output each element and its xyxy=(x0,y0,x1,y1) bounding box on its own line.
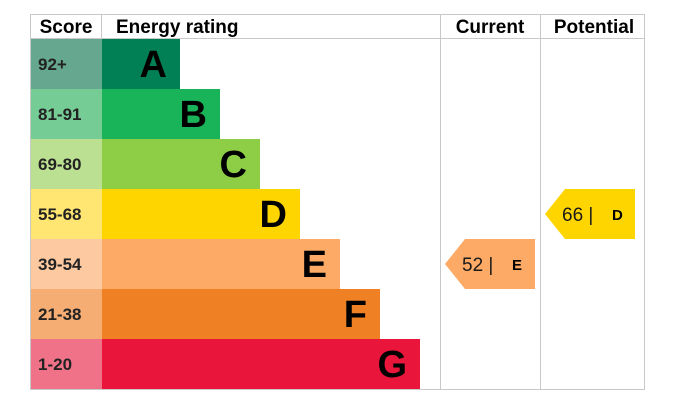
grid-lines xyxy=(30,14,645,390)
score-label-e: 39-54 xyxy=(38,255,82,274)
score-cell-g xyxy=(30,339,102,389)
header-current: Current xyxy=(456,17,525,38)
rating-bands: 92+ A 81-91 B 69-80 C 55-68 D 39-54 E 21-38 F 1-20 G xyxy=(30,39,420,389)
score-label-d: 55-68 xyxy=(38,205,81,224)
rating-letter-b: B xyxy=(180,94,207,136)
header-potential: Potential xyxy=(554,17,634,38)
rating-bar-a xyxy=(102,39,180,89)
score-cell-a xyxy=(30,39,102,89)
header-energy-rating: Energy rating xyxy=(116,17,238,38)
rating-bar-b xyxy=(102,89,220,139)
potential-rating-letter: D xyxy=(612,207,623,224)
rating-bar-c xyxy=(102,139,260,189)
rating-letter-g: G xyxy=(377,344,407,386)
rating-bar-f xyxy=(102,289,380,339)
rating-arrows: 52 | E 66 | D xyxy=(445,189,635,289)
current-rating-letter: E xyxy=(512,257,522,274)
score-cell-e xyxy=(30,239,102,289)
score-cell-f xyxy=(30,289,102,339)
current-score-value: 52 | xyxy=(462,255,493,276)
score-cell-c xyxy=(30,139,102,189)
rating-letter-d: D xyxy=(260,194,287,236)
rating-bar-e xyxy=(102,239,340,289)
score-label-b: 81-91 xyxy=(38,105,81,124)
rating-letter-a: A xyxy=(140,44,167,86)
rating-bar-d xyxy=(102,189,300,239)
rating-bar-g xyxy=(102,339,420,389)
score-label-c: 69-80 xyxy=(38,155,81,174)
rating-letter-c: C xyxy=(220,144,247,186)
score-label-f: 21-38 xyxy=(38,305,81,324)
current-arrow xyxy=(445,239,535,289)
score-label-a: 92+ xyxy=(38,55,67,74)
header-score: Score xyxy=(40,17,93,38)
potential-arrow xyxy=(545,189,635,239)
potential-score-value: 66 | xyxy=(562,205,593,226)
score-label-g: 1-20 xyxy=(38,355,72,374)
score-cell-b xyxy=(30,89,102,139)
rating-letter-f: F xyxy=(344,294,367,336)
score-cell-d xyxy=(30,189,102,239)
rating-letter-e: E xyxy=(302,244,327,286)
